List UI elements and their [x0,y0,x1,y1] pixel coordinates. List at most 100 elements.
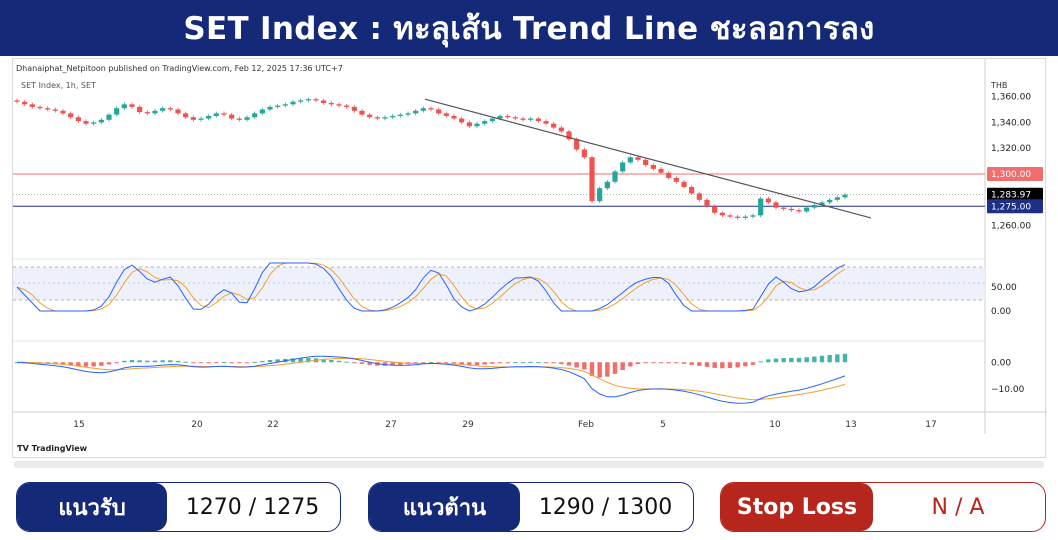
macd-histogram-bar [628,362,633,367]
candle [788,208,794,211]
macd-histogram-bar [582,362,587,370]
candle [796,210,802,212]
macd-histogram-bar [827,355,832,363]
candle [328,103,334,105]
stoch-level-label: 0.00 [991,307,1011,317]
candle [252,113,258,118]
candle [451,115,457,119]
macd-histogram-bar [76,362,81,366]
candle [842,194,848,198]
macd-histogram-bar [260,360,265,363]
macd-histogram-bar [122,360,127,363]
candle [689,186,695,194]
support-box: แนวรับ 1270 / 1275 [16,482,341,532]
candle [359,110,365,115]
candle [811,205,817,208]
macd-level-label: 0.00 [991,358,1011,368]
candle [650,165,656,169]
tradingview-logo-icon: ƬV [17,444,32,453]
price-tick-label: 1,340.00 [991,118,1031,128]
candle [505,115,511,118]
candle [420,108,426,111]
macd-histogram-bar [727,362,733,369]
candle [244,117,250,120]
candle [827,199,833,203]
chart-panel[interactable]: Dhanaiphat_Netpitoon published on Tradin… [12,58,1047,459]
macd-histogram-bar [658,362,664,364]
candle [83,121,89,124]
candle [750,215,756,217]
macd-histogram-bar [835,354,840,363]
x-tick-label: Feb [578,420,594,430]
candle [98,119,104,123]
macd-histogram-bar [382,362,388,366]
macd-histogram-bar [459,362,464,365]
support-badge-bg [987,199,1043,214]
x-tick-label: 22 [267,420,278,430]
macd-histogram-bar [175,360,181,363]
support-badge: 1,275.00 [991,202,1031,212]
candle [482,121,488,124]
macd-histogram-bar [551,362,556,364]
macd-histogram-bar [758,361,763,363]
macd-histogram-bar [773,358,779,363]
candle [198,118,204,120]
macd-histogram-bar [712,362,717,368]
candle [290,101,296,105]
macd-histogram-bar [796,357,802,363]
resistance-box: แนวต้าน 1290 / 1300 [368,482,694,532]
candle [781,207,787,209]
candle [144,112,150,114]
macd-histogram-bar [666,362,671,364]
macd-histogram-bar [198,362,204,364]
candle [474,123,480,127]
macd-histogram-bar [720,362,725,369]
support-label: แนวรับ [17,483,167,531]
stoch-level-label: 50.00 [991,283,1017,293]
candle [413,110,419,114]
candle [298,100,304,102]
candle [14,100,20,102]
candle [91,122,97,124]
macd-histogram-bar [566,362,572,366]
candle [735,216,741,218]
macd-histogram-bar [60,362,66,365]
macd-histogram-bar [651,362,656,364]
candle [528,118,534,120]
stop-loss-value: N / A [931,494,985,520]
candle [313,99,319,101]
macd-histogram-bar [359,362,365,364]
candle [673,177,679,182]
candle [535,118,541,122]
candle [627,157,633,163]
candle [773,202,779,208]
macd-histogram-bar [766,359,771,363]
macd-histogram-bar [329,359,334,363]
candle [543,121,549,124]
candle [696,193,702,200]
last-price-badge-bg [987,187,1043,202]
candle [37,106,43,109]
candle [719,212,725,216]
candle [75,117,81,122]
candle [819,202,825,206]
macd-histogram-bar [589,362,595,376]
macd-histogram-bar [750,362,756,365]
macd-histogram-bar [451,362,457,364]
macd-histogram-bar [252,361,257,363]
macd-histogram-bar [306,358,311,363]
candle [497,115,503,119]
macd-histogram-bar [559,362,564,365]
candle [397,114,403,116]
macd-histogram-bar [436,362,441,364]
candle [520,118,526,120]
macd-histogram-bar [336,360,342,363]
candle [834,197,840,200]
candle [60,110,66,114]
candle [68,113,74,118]
candle [29,104,35,107]
macd-histogram-bar [352,362,357,364]
macd-histogram-bar [99,362,104,366]
macd-level-label: −10.00 [991,385,1025,395]
chart-canvas[interactable]: THB 1,360.00 1,340.00 1,320.00 1,260.00 1,30… [13,59,1047,459]
